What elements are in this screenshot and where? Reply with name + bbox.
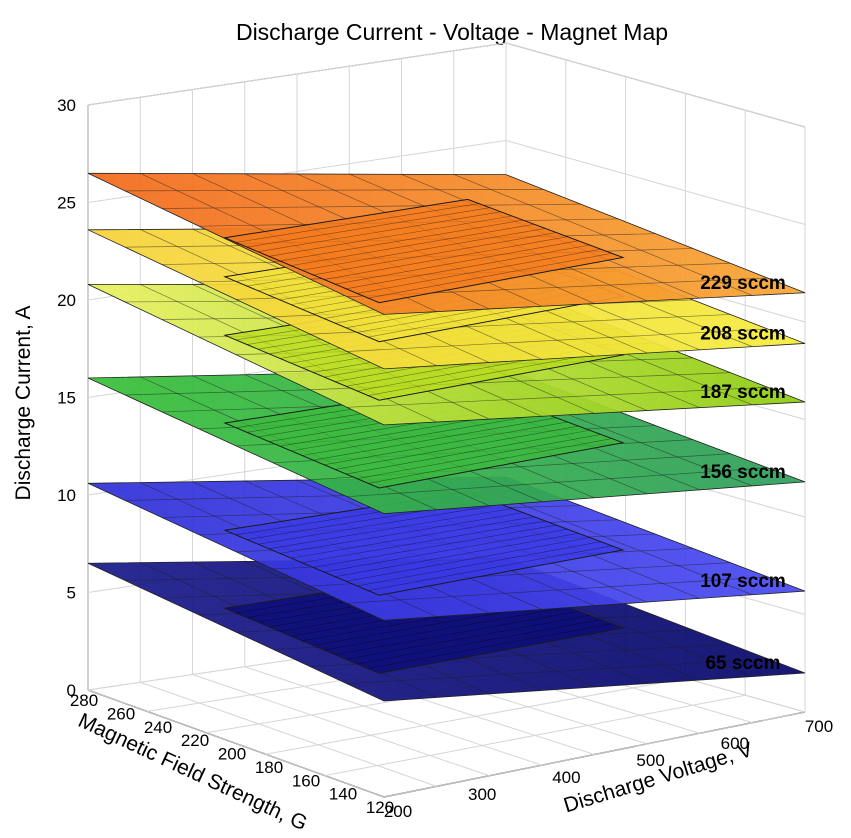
surface-mesh-line	[346, 658, 768, 685]
z-tick-label: 30	[57, 96, 76, 115]
measured-mesh-line	[313, 232, 557, 276]
tick-labels: 0510152025302802602402202001801601401202…	[57, 96, 833, 821]
measured-mesh-line	[324, 528, 568, 573]
chart-title: Discharge Current - Voltage - Magnet Map	[236, 19, 668, 45]
z-tick-label: 0	[67, 681, 76, 700]
measured-mesh-line	[335, 240, 579, 285]
y-tick-label: 120	[366, 798, 394, 817]
series-planes	[87, 172, 806, 702]
surface-mesh-line	[346, 386, 768, 408]
measured-mesh-line	[257, 211, 502, 252]
grid-line	[265, 677, 686, 755]
grid-line	[383, 711, 806, 798]
measured-mesh-line	[357, 619, 601, 665]
measured-mesh-line	[280, 219, 524, 262]
measured-mesh-line	[302, 228, 546, 271]
grid-line	[244, 666, 543, 766]
series-label: 229 sccm	[700, 273, 786, 294]
measured-mesh-line	[269, 508, 513, 550]
y-tick-label: 200	[218, 745, 246, 764]
measured-mesh-line	[313, 417, 557, 461]
measured-mesh-line	[335, 533, 579, 577]
measured-mesh-line	[291, 516, 535, 559]
measured-mesh-line	[335, 611, 579, 655]
surface-mesh-line	[346, 467, 768, 498]
z-axis-label: Discharge Current, A	[12, 306, 35, 501]
measured-mesh-line	[235, 203, 479, 243]
measured-mesh-line	[302, 520, 546, 564]
measured-mesh-line	[368, 545, 612, 591]
surface-mesh-line	[453, 174, 753, 296]
y-tick-label: 140	[329, 785, 357, 804]
series-label: 187 sccm	[700, 382, 786, 403]
series-label: 107 sccm	[700, 571, 786, 592]
y-tick-label: 160	[292, 771, 320, 790]
grid-line	[505, 140, 806, 225]
measured-mesh-line	[313, 524, 557, 568]
measured-mesh-line	[357, 248, 601, 294]
z-tick-label: 15	[57, 389, 76, 408]
measured-mesh-line	[269, 215, 513, 257]
measured-mesh-line	[346, 615, 590, 660]
x-tick-label: 500	[636, 751, 664, 770]
x-tick-label: 300	[468, 785, 496, 804]
grid-line	[192, 674, 490, 777]
x-tick-label: 600	[721, 734, 749, 753]
measured-mesh-line	[346, 244, 590, 290]
z-tick-label: 20	[57, 291, 76, 310]
surface-mesh-line	[346, 328, 768, 352]
measured-mesh-line	[324, 421, 568, 466]
y-tick-label: 220	[181, 731, 209, 750]
measured-mesh-line	[357, 541, 601, 587]
series-labels: 65 sccm 107 sccm 156 sccm 187 sccm 208 sccm 2…	[700, 273, 786, 674]
surface-mesh-line	[346, 576, 768, 604]
measured-mesh-line	[324, 606, 568, 651]
measured-mesh-line	[291, 223, 535, 266]
series-label: 208 sccm	[700, 323, 786, 344]
measured-surface	[223, 198, 625, 304]
grid-line	[324, 694, 746, 777]
y-tick-label: 180	[255, 758, 283, 777]
measured-mesh-line	[368, 623, 612, 669]
measured-mesh-line	[335, 425, 579, 470]
grid-line	[140, 681, 437, 787]
measured-mesh-line	[368, 438, 612, 484]
x-tick-label: 400	[552, 768, 580, 787]
measured-mesh-line	[368, 350, 612, 396]
measured-mesh-line	[346, 429, 590, 475]
measured-mesh-line	[280, 512, 524, 554]
y-tick-label: 260	[107, 704, 135, 723]
measured-mesh-line	[246, 207, 490, 248]
z-tick-label: 5	[67, 584, 76, 603]
series-label: 156 sccm	[700, 462, 786, 483]
z-tick-label: 10	[57, 486, 76, 505]
x-tick-label: 700	[805, 717, 833, 736]
measured-mesh-line	[346, 537, 590, 582]
series-plane	[87, 172, 806, 315]
y-tick-label: 280	[70, 691, 98, 710]
measured-mesh-line	[302, 413, 546, 456]
measured-mesh-line	[368, 252, 612, 299]
y-tick-label: 240	[144, 718, 172, 737]
grid-line	[505, 42, 806, 128]
series-plane	[87, 476, 806, 621]
z-tick-label: 25	[57, 194, 76, 213]
series-label: 65 sccm	[705, 653, 780, 674]
measured-mesh-line	[324, 236, 568, 280]
x-tick-label: 200	[384, 802, 412, 821]
measured-mesh-line	[357, 434, 601, 479]
measured-mesh-line	[257, 504, 502, 545]
grid-line	[87, 689, 385, 798]
